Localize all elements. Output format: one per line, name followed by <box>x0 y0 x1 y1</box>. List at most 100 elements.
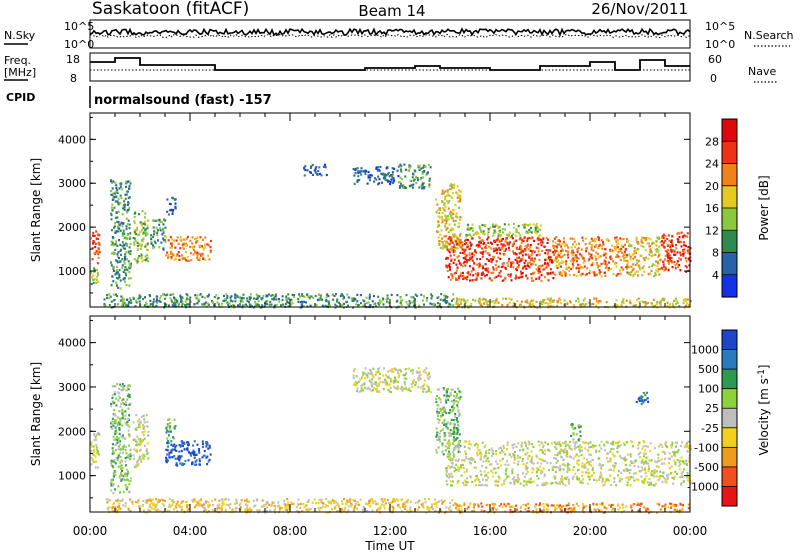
scatter-cell <box>444 195 447 198</box>
scatter-cell <box>546 249 549 252</box>
scatter-cell <box>113 393 116 396</box>
scatter-cell <box>454 234 457 238</box>
scatter-cell <box>152 244 155 247</box>
scatter-cell <box>580 303 583 306</box>
scatter-cell <box>649 449 652 452</box>
scatter-cell <box>457 440 460 444</box>
scatter-cell <box>668 254 671 257</box>
scatter-cell <box>121 399 123 402</box>
scatter-cell <box>124 457 127 460</box>
scatter-cell <box>509 481 512 485</box>
scatter-cell <box>421 187 424 190</box>
scatter-cell <box>172 239 175 242</box>
scatter-cell <box>132 297 135 300</box>
scatter-cell <box>301 293 304 296</box>
scatter-cell <box>531 471 534 474</box>
scatter-cell <box>526 299 529 302</box>
scatter-cell <box>501 247 504 250</box>
scatter-cell <box>624 243 626 246</box>
scatter-cell <box>209 246 212 249</box>
scatter-cell <box>539 241 542 244</box>
scatter-cell <box>443 244 446 247</box>
scatter-cell <box>445 257 448 260</box>
scatter-cell <box>595 258 598 261</box>
scatter-cell <box>633 464 636 468</box>
scatter-cell <box>192 444 195 447</box>
scatter-cell <box>191 451 194 454</box>
scatter-cell <box>389 380 392 383</box>
scatter-cell <box>115 436 118 439</box>
scatter-cell <box>528 454 531 458</box>
scatter-cell <box>187 441 190 444</box>
scatter-cell <box>426 373 429 377</box>
scatter-cell <box>137 499 140 502</box>
scatter-cell <box>371 378 374 381</box>
scatter-cell <box>441 428 444 431</box>
scatter-cell <box>577 300 580 303</box>
scatter-cell <box>676 238 679 241</box>
scatter-cell <box>119 477 122 481</box>
scatter-cell <box>641 395 644 399</box>
scatter-cell <box>459 239 462 242</box>
scatter-cell <box>559 243 562 246</box>
scatter-cell <box>472 274 475 277</box>
scatter-cell <box>651 241 654 244</box>
scatter-cell <box>561 456 563 459</box>
scatter-cell <box>118 227 121 230</box>
scatter-cell <box>628 271 631 275</box>
scatter-cell <box>124 193 127 196</box>
scatter-cell <box>524 265 527 268</box>
scatter-cell <box>234 297 237 300</box>
scatter-cell <box>619 272 622 275</box>
scatter-cell <box>588 453 591 456</box>
scatter-cell <box>120 385 123 388</box>
scatter-cell <box>552 246 555 249</box>
scatter-cell <box>441 192 444 195</box>
scatter-cell <box>346 301 348 304</box>
scatter-cell <box>448 434 451 437</box>
scatter-cell <box>622 301 625 305</box>
freq-line <box>90 57 690 71</box>
scatter-cell <box>629 257 632 260</box>
scatter-cell <box>555 461 558 464</box>
scatter-cell <box>440 415 443 418</box>
scatter-cell <box>457 460 459 463</box>
scatter-cell <box>362 371 365 374</box>
scatter-cell <box>622 299 625 302</box>
scatter-cell <box>159 297 162 300</box>
scatter-cell <box>600 473 603 476</box>
scatter-cell <box>546 253 549 256</box>
scatter-cell <box>583 442 586 445</box>
scatter-cell <box>447 421 449 424</box>
scatter-cell <box>171 252 174 255</box>
scatter-cell <box>199 244 202 247</box>
scatter-cell <box>464 450 467 453</box>
scatter-cell <box>547 468 550 471</box>
scatter-cell <box>193 456 196 459</box>
scatter-cell <box>450 184 453 187</box>
scatter-cell <box>475 251 478 254</box>
scatter-cell <box>448 441 451 445</box>
scatter-cell <box>623 258 626 261</box>
scatter-cell <box>369 173 372 177</box>
scatter-cell <box>550 300 553 303</box>
scatter-cell <box>657 457 660 460</box>
scatter-cell <box>451 462 454 465</box>
scatter-cell <box>599 471 602 474</box>
scatter-cell <box>446 248 449 251</box>
scatter-cell <box>592 446 595 449</box>
scatter-cell <box>395 300 398 303</box>
scatter-cell <box>167 442 170 445</box>
scatter-cell <box>602 262 605 265</box>
scatter-cell <box>233 304 236 307</box>
scatter-cell <box>471 237 474 240</box>
scatter-cell <box>568 440 571 444</box>
colorbar-swatch <box>722 208 737 231</box>
scatter-cell <box>166 293 169 296</box>
scatter-cell <box>525 464 527 467</box>
scatter-cell <box>237 304 239 307</box>
scatter-cell <box>667 262 670 265</box>
scatter-cell <box>488 463 491 466</box>
scatter-cell <box>562 449 565 452</box>
scatter-cell <box>492 258 494 261</box>
